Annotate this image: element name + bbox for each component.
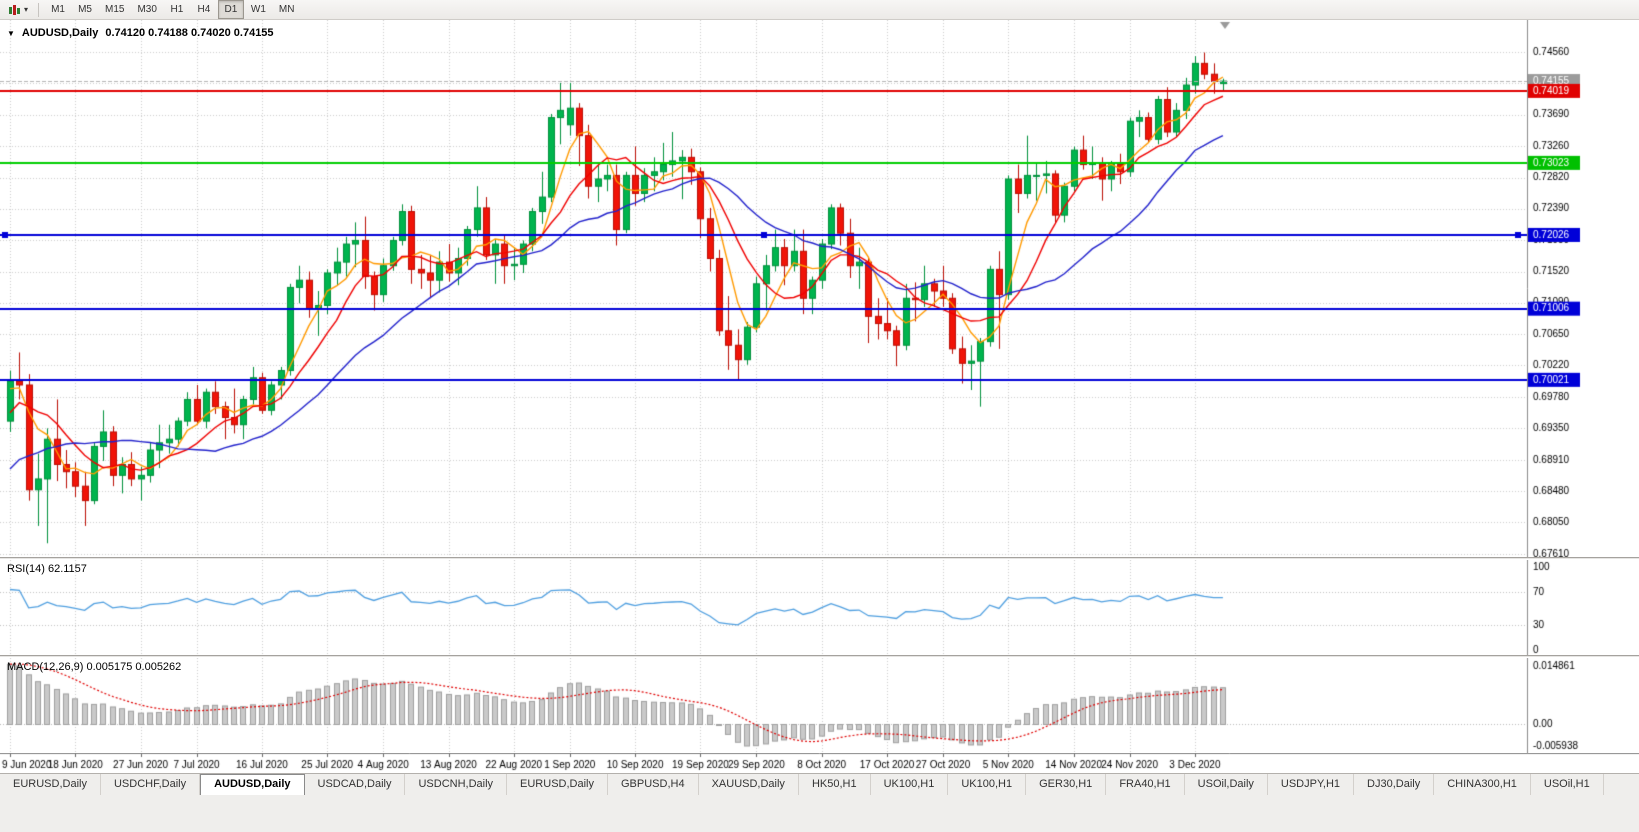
chart-tab-dj30-daily[interactable]: DJ30,Daily	[1354, 774, 1435, 795]
chart-tab-usdchf-daily[interactable]: USDCHF,Daily	[101, 774, 201, 795]
chart-tab-usoil-daily[interactable]: USOil,Daily	[1185, 774, 1268, 795]
chart-tab-ger30-h1[interactable]: GER30,H1	[1026, 774, 1107, 795]
chart-tab-usdcnh-daily[interactable]: USDCNH,Daily	[405, 774, 508, 795]
bottom-filler	[0, 795, 1639, 832]
date-axis-canvas[interactable]	[0, 753, 1639, 773]
chart-tab-usdcad-daily[interactable]: USDCAD,Daily	[305, 774, 406, 795]
timeframe-button-group: M1 M5 M15 M30 H1 H4 D1 W1 MN	[45, 0, 300, 19]
toolbar-separator	[38, 2, 40, 17]
chart-tab-fra40-h1[interactable]: FRA40,H1	[1106, 774, 1185, 795]
macd-indicator-label: MACD(12,26,9) 0.005175 0.005262	[7, 661, 182, 673]
rsi-indicator-label: RSI(14) 62.1157	[7, 563, 87, 575]
ohlc-collapse-icon[interactable]: ▼	[7, 28, 15, 38]
chart-tab-hk50-h1[interactable]: HK50,H1	[799, 774, 871, 795]
chart-tab-uk100-h1[interactable]: UK100,H1	[948, 774, 1027, 795]
timeframe-button-m1[interactable]: M1	[51, 4, 65, 15]
chart-tab-usoil-h1[interactable]: USOil,H1	[1531, 774, 1604, 795]
chart-tab-uk100-h1[interactable]: UK100,H1	[871, 774, 949, 795]
price-rsi-splitter[interactable]	[0, 557, 1639, 560]
chart-tab-audusd-daily[interactable]: AUDUSD,Daily	[200, 774, 305, 795]
chart-tab-usdjpy-h1[interactable]: USDJPY,H1	[1268, 774, 1355, 795]
chart-type-button[interactable]: ▾	[4, 3, 32, 17]
timeframe-button-w1[interactable]: W1	[250, 4, 266, 15]
chart-title: ▼ AUDUSD,Daily 0.74120 0.74188 0.74020 0…	[7, 27, 274, 39]
timeframe-toolbar: ▾ M1 M5 M15 M30 H1 H4 D1 W1 MN	[0, 0, 1639, 20]
ohlc-values: 0.74120 0.74188 0.74020 0.74155	[105, 27, 274, 39]
price-panel-canvas[interactable]	[0, 20, 1639, 557]
timeframe-button-m30[interactable]: M30	[137, 4, 157, 15]
symbol-period-label: AUDUSD,Daily	[21, 27, 99, 39]
timeframe-button-h1[interactable]: H1	[170, 4, 184, 15]
rsi-macd-splitter[interactable]	[0, 655, 1639, 658]
rsi-panel-canvas[interactable]	[0, 560, 1639, 655]
macd-panel-canvas[interactable]	[0, 658, 1639, 753]
chart-tab-xauusd-daily[interactable]: XAUUSD,Daily	[699, 774, 799, 795]
chart-tab-eurusd-daily[interactable]: EURUSD,Daily	[0, 774, 101, 795]
chart-tab-eurusd-daily[interactable]: EURUSD,Daily	[507, 774, 608, 795]
timeframe-button-d1[interactable]: D1	[217, 0, 244, 19]
candlestick-chart-icon	[8, 3, 21, 16]
timeframe-button-h4[interactable]: H4	[197, 4, 211, 15]
chart-tab-gbpusd-h4[interactable]: GBPUSD,H4	[608, 774, 699, 795]
chevron-down-icon: ▾	[24, 4, 29, 14]
chart-tab-china300-h1[interactable]: CHINA300,H1	[1434, 774, 1531, 795]
timeframe-button-mn[interactable]: MN	[278, 4, 295, 15]
chart-tabs-bar: EURUSD,Daily USDCHF,Daily AUDUSD,Daily USDC…	[0, 773, 1639, 795]
timeframe-button-m15[interactable]: M15	[105, 4, 125, 15]
timeframe-button-m5[interactable]: M5	[78, 4, 92, 15]
